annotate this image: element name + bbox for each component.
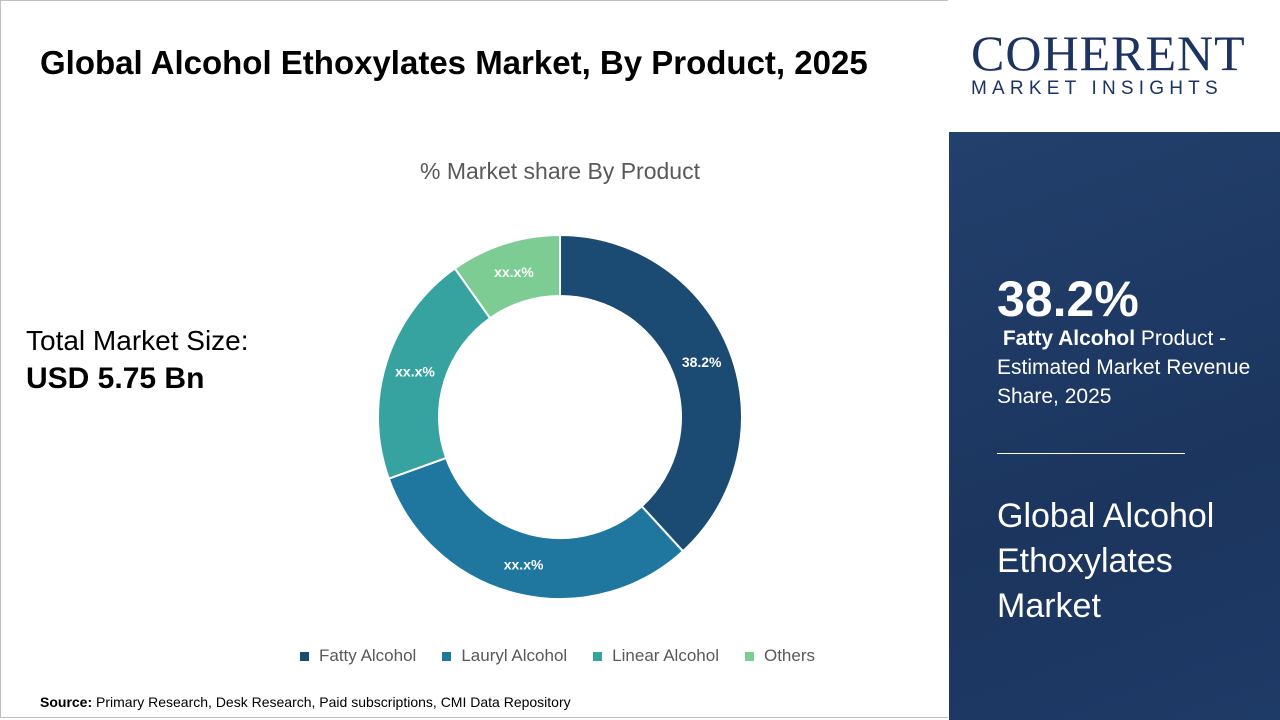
- data-label: xx.x%: [395, 363, 435, 379]
- chart-title: % Market share By Product: [420, 158, 700, 184]
- total-market-value: USD 5.75 Bn: [26, 362, 205, 395]
- legend-label: Lauryl Alcohol: [461, 646, 568, 665]
- page-title: Global Alcohol Ethoxylates Market, By Pr…: [40, 44, 868, 81]
- legend-item: Linear Alcohol: [593, 646, 719, 666]
- total-market-label: Total Market Size:: [26, 325, 249, 356]
- legend-swatch: [744, 651, 754, 661]
- legend-item: Others: [744, 646, 816, 666]
- legend-swatch: [442, 651, 452, 661]
- donut-chart: 38.2% xx.x% xx.x% xx.x%: [377, 233, 743, 600]
- legend-label: Others: [763, 646, 816, 665]
- market-name: Global Alcohol Ethoxylates Market: [997, 497, 1215, 625]
- divider: [997, 453, 1185, 454]
- logo-sub-text: MARKET INSIGHTS: [971, 78, 1223, 99]
- data-label: xx.x%: [504, 557, 544, 573]
- legend-item: Lauryl Alcohol: [442, 646, 567, 666]
- highlight-segment: Fatty Alcohol: [1002, 327, 1136, 350]
- slice-others: [453, 233, 561, 320]
- data-label: xx.x%: [494, 264, 534, 280]
- highlight-stat: 38.2%: [997, 271, 1139, 327]
- logo: COHERENT MARKET INSIGHTS: [949, 0, 1280, 132]
- chart-legend: Fatty Alcohol Lauryl Alcohol Linear Alcoho…: [300, 646, 815, 666]
- legend-label: Fatty Alcohol: [319, 646, 417, 665]
- source-note: Source: Primary Research, Desk Research,…: [40, 694, 571, 710]
- chart-frame: [0, 0, 948, 718]
- legend-label: Linear Alcohol: [612, 646, 719, 665]
- highlight-description: Fatty Alcohol Product - Estimated Market…: [997, 324, 1267, 411]
- logo-main-text: COHERENT: [971, 25, 1246, 81]
- highlight-desc-rest: Product - Estimated Market Revenue Share…: [997, 327, 1251, 408]
- legend-swatch: [300, 651, 309, 661]
- legend-item: Fatty Alcohol: [300, 646, 416, 666]
- source-label: Source:: [40, 694, 93, 710]
- highlight-panel: 38.2% Fatty Alcohol Product - Estimated …: [949, 132, 1280, 720]
- slice-fatty-alcohol: [559, 233, 743, 553]
- data-label: 38.2%: [682, 354, 722, 370]
- legend-swatch: [593, 651, 603, 661]
- slice-lauryl-alcohol: [387, 456, 685, 600]
- source-text: Primary Research, Desk Research, Paid su…: [96, 694, 571, 710]
